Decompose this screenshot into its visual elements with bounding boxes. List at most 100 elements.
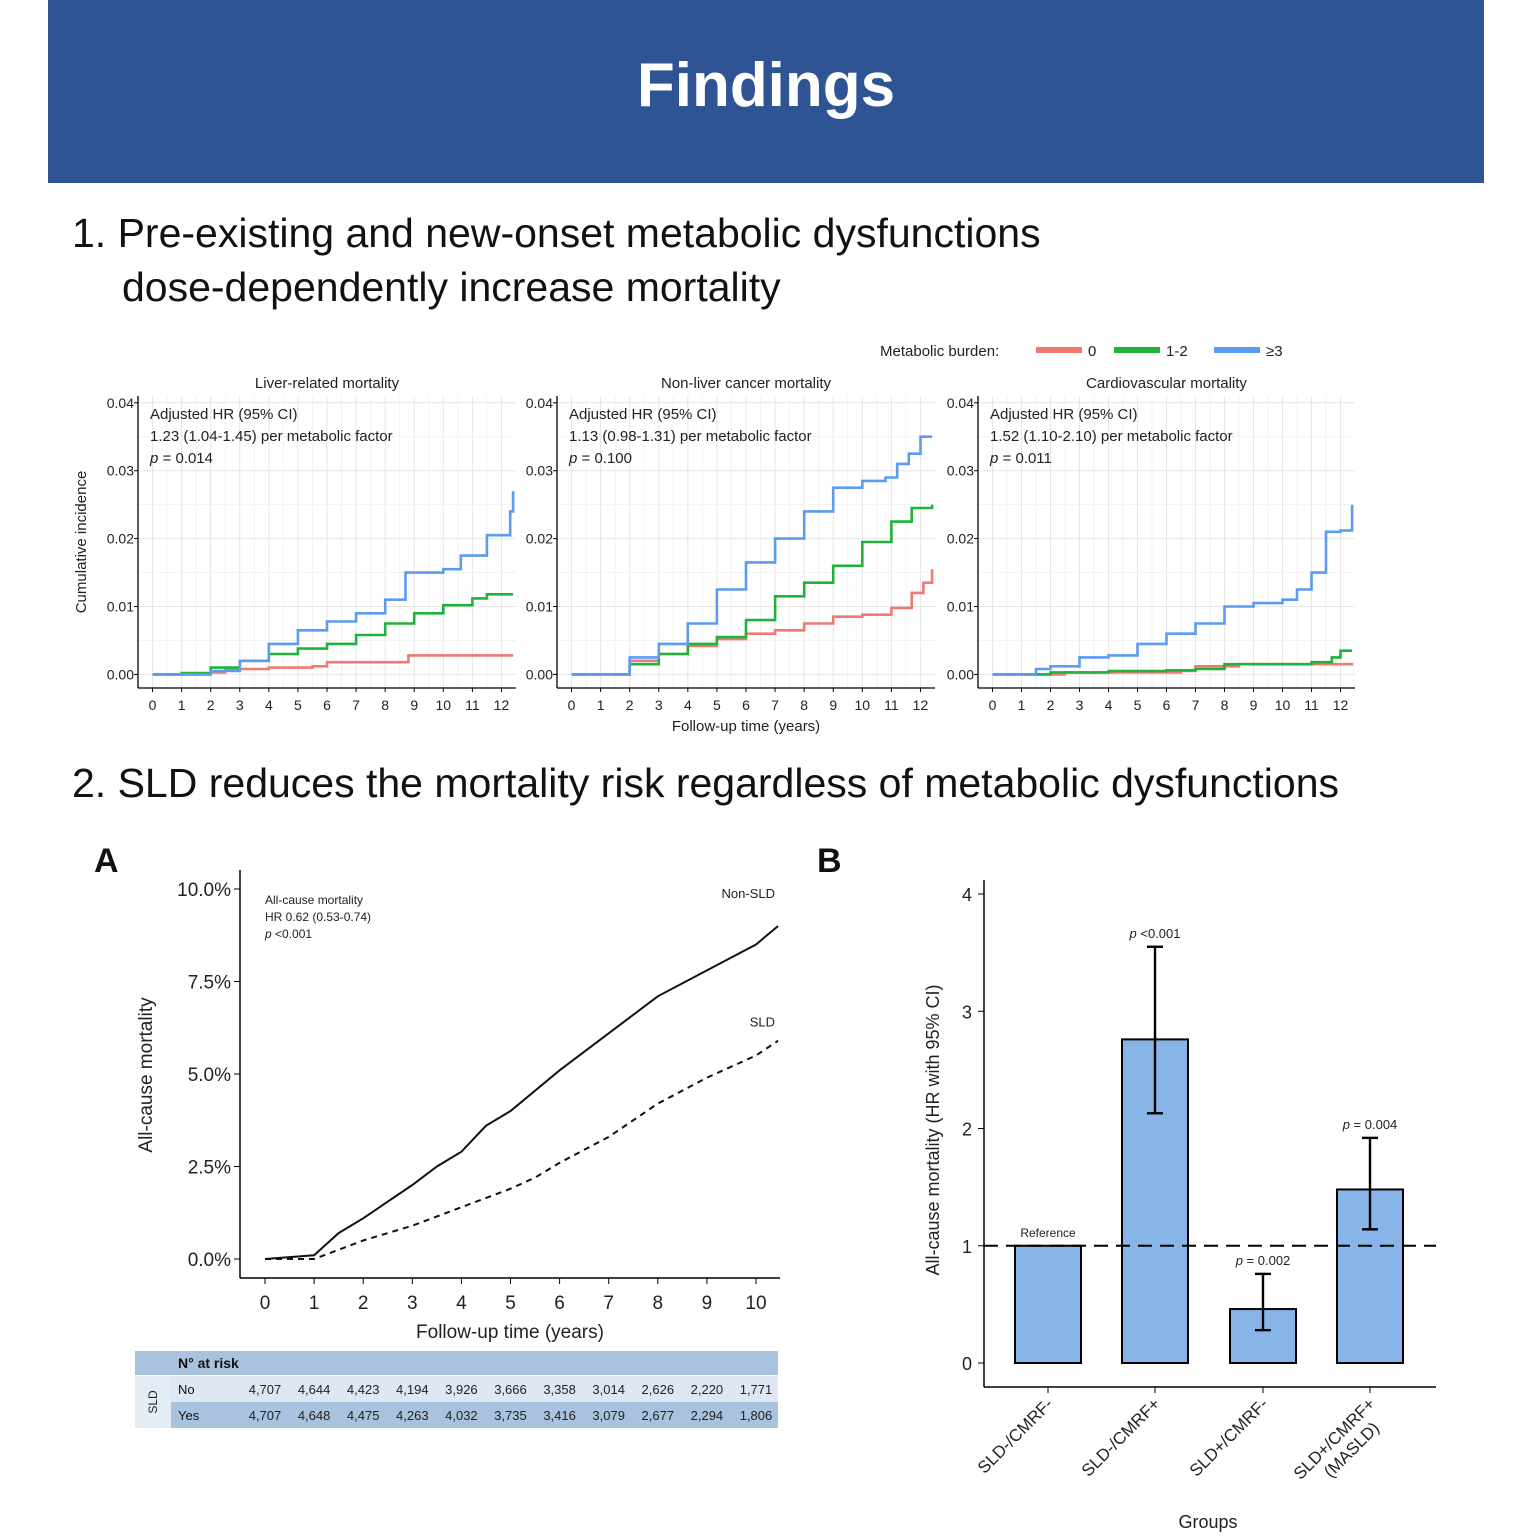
y-tick-label: 4 [962, 885, 972, 905]
x-tick-label: 1 [178, 697, 186, 713]
risk-table-header [135, 1351, 778, 1375]
x-tick-label: 0 [260, 1293, 271, 1314]
risk-table-cell: 3,735 [494, 1408, 527, 1423]
x-tick-label: 1 [1018, 697, 1026, 713]
header-title: Findings [636, 51, 896, 120]
risk-table-cell: 2,677 [642, 1408, 675, 1423]
annotation-line: HR 0.62 (0.53-0.74) [265, 910, 371, 924]
y-tick-label: 0.04 [107, 395, 134, 411]
annotation-line: Adjusted HR (95% CI) [990, 406, 1138, 423]
x-tick-label: 4 [1105, 697, 1113, 713]
risk-table-cell: 4,032 [445, 1408, 478, 1423]
category-label: SLD-/CMRF+ [1078, 1394, 1164, 1480]
y-tick-label: 3 [962, 1002, 972, 1022]
x-tick-label: 4 [265, 697, 273, 713]
risk-table-row [171, 1402, 778, 1428]
y-tick-label: 0.02 [947, 531, 974, 547]
x-tick-label: 9 [1250, 697, 1258, 713]
series-line-Non-SLD [264, 925, 779, 1260]
legend-label-0: 0 [1088, 343, 1096, 360]
x-tick-label: 8 [381, 697, 389, 713]
x-tick-label: 9 [410, 697, 418, 713]
bar-label: p <0.001 [1129, 926, 1181, 941]
x-tick-label: 8 [653, 1293, 664, 1314]
annotation-line: p = 0.014 [149, 450, 213, 467]
x-tick-label: 7 [1192, 697, 1200, 713]
category-label: SLD+/CMRF- [1186, 1394, 1272, 1480]
x-tick-label: 2 [1047, 697, 1055, 713]
y-tick-label: 5.0% [188, 1065, 231, 1086]
annotation-line: 1.52 (1.10-2.10) per metabolic factor [990, 428, 1233, 445]
risk-table-cell: 4,707 [249, 1408, 282, 1423]
y-axis-title: All-cause mortality (HR with 95% CI) [923, 984, 943, 1275]
risk-table-cell: 3,416 [543, 1408, 576, 1423]
x-tick-label: 6 [323, 697, 331, 713]
x-tick-label: 2 [626, 697, 634, 713]
bar-label: p = 0.002 [1235, 1253, 1291, 1268]
x-tick-label: 10 [436, 697, 452, 713]
x-axis-title: Follow-up time (years) [416, 1322, 604, 1343]
x-tick-label: 12 [913, 697, 929, 713]
annotation-line: p = 0.100 [568, 450, 632, 467]
legend-title: Metabolic burden: [880, 343, 999, 360]
x-tick-label: 5 [505, 1293, 516, 1314]
risk-table-cell: 4,648 [298, 1408, 331, 1423]
y-tick-label: 1 [962, 1237, 972, 1257]
risk-table-cell: 4,263 [396, 1408, 429, 1423]
risk-table-cell: 3,926 [445, 1382, 478, 1397]
risk-table-row-label: Yes [178, 1408, 200, 1423]
risk-table-cell: 3,358 [543, 1382, 576, 1397]
y-tick-label: 0.03 [526, 463, 553, 479]
x-tick-label: 9 [829, 697, 837, 713]
panel-cardio: Cardiovascular mortality 0.00 0.01 0.02 0.03… [947, 375, 1355, 713]
section1-heading-line1: 1. Pre-existing and new-onset metabolic … [72, 210, 1041, 256]
panel-label: A [94, 842, 119, 880]
risk-table-title: N° at risk [178, 1355, 239, 1371]
annotation-line: Adjusted HR (95% CI) [569, 406, 717, 423]
risk-table-cell: 3,079 [592, 1408, 625, 1423]
y-tick-label: 0.01 [107, 599, 134, 615]
x-tick-label: 5 [1134, 697, 1142, 713]
y-tick-label: 0 [962, 1354, 972, 1374]
y-tick-label: 0.0% [188, 1250, 231, 1271]
series-label-SLD: SLD [750, 1015, 775, 1030]
x-tick-label: 10 [1275, 697, 1291, 713]
annotation-line: p <0.001 [264, 927, 312, 941]
x-tick-label: 0 [149, 697, 157, 713]
series-line-0 [152, 654, 514, 676]
y-axis-title: Cumulative incidence [73, 471, 90, 614]
x-tick-label: 7 [603, 1293, 614, 1314]
y-tick-label: 0.00 [947, 666, 974, 682]
annotation-line: All-cause mortality [265, 893, 363, 907]
risk-table-group-cell [135, 1376, 171, 1428]
x-tick-label: 5 [294, 697, 302, 713]
findings-header: Findings [48, 0, 1484, 183]
risk-table-cell: 3,014 [592, 1382, 625, 1397]
y-tick-label: 2 [962, 1120, 972, 1140]
x-axis-title: Follow-up time (years) [672, 718, 820, 735]
risk-table-cell: 2,626 [642, 1382, 675, 1397]
x-tick-label: 11 [884, 697, 899, 713]
panel-title: Non-liver cancer mortality [661, 375, 832, 392]
x-tick-label: 12 [494, 697, 510, 713]
category-label: SLD+/CMRF+(MASLD) [1290, 1394, 1393, 1497]
x-tick-label: 10 [745, 1293, 766, 1314]
series-line-1-2 [152, 593, 514, 676]
risk-table-cell: 4,194 [396, 1382, 429, 1397]
series-line-1-2 [571, 504, 934, 676]
x-tick-label: 11 [1304, 697, 1319, 713]
panel-a: A 0.0% 2.5% 5.0% 7.5% 10.0% 0 1 2 3 4 5 6 7 8 9 10 Follow… [94, 842, 780, 1428]
section1-heading-line2: dose-dependently increase mortality [122, 264, 781, 310]
panel-label: B [817, 842, 842, 880]
plot-area [138, 396, 516, 688]
x-tick-label: 6 [554, 1293, 565, 1314]
annotation-line: 1.13 (0.98-1.31) per metabolic factor [569, 428, 812, 445]
panel-b: B 0 1 2 3 4 All-cause mortality (HR with 95% C… [817, 842, 1436, 1532]
x-tick-label: 3 [236, 697, 244, 713]
y-tick-label: 10.0% [177, 880, 231, 901]
risk-table-cell: 4,423 [347, 1382, 380, 1397]
risk-table-group-label: SLD [146, 1390, 160, 1414]
risk-table-cell: 1,771 [740, 1382, 773, 1397]
risk-table-cell: 2,294 [691, 1408, 724, 1423]
x-tick-label: 8 [1221, 697, 1229, 713]
